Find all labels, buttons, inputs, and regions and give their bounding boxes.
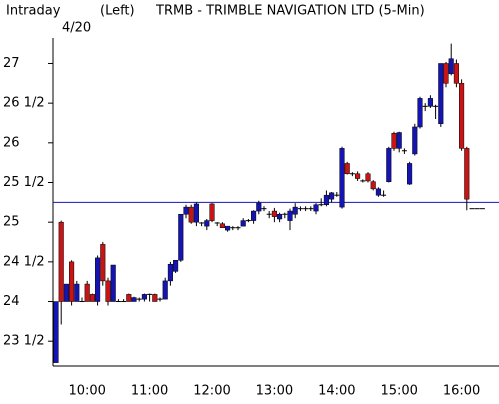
candle-body: [74, 283, 80, 302]
candle-body: [240, 220, 246, 227]
x-tick-label: 14:00: [318, 384, 355, 399]
chart-title: TRMB - TRIMBLE NAVIGATION LTD (5-Min): [155, 4, 425, 19]
candle-body: [339, 148, 345, 208]
x-tick-label: 12:00: [193, 384, 230, 399]
candle-body: [204, 220, 210, 227]
candle-body: [448, 58, 454, 75]
candle-body: [225, 225, 231, 231]
x-tick-label: 11:00: [131, 384, 168, 399]
candle-body: [141, 294, 147, 300]
candle-body: [89, 294, 95, 302]
candle-body: [84, 283, 90, 302]
candle-body: [464, 148, 470, 200]
candle-body: [443, 63, 449, 84]
x-tick-label: 10:00: [68, 384, 105, 399]
candle-body: [396, 132, 402, 149]
candle-body: [407, 163, 413, 185]
x-tick-label: 15:00: [380, 384, 417, 399]
candle-body: [427, 98, 433, 107]
candle-body: [271, 210, 277, 217]
candle-body: [209, 203, 215, 221]
candle-body: [178, 213, 184, 261]
candle-body: [386, 148, 392, 182]
candle-body: [323, 194, 329, 205]
candle-body: [412, 126, 418, 155]
candle-body: [453, 63, 459, 84]
candle-body: [152, 294, 158, 302]
y-tick-label: 25 1/2: [3, 175, 45, 190]
y-tick-label: 25: [3, 215, 20, 230]
candle-body: [277, 213, 283, 220]
candle-body: [391, 133, 397, 149]
candle-body: [162, 280, 168, 300]
candle-body: [69, 261, 75, 302]
candle-body: [417, 98, 423, 128]
y-tick-label: 23 1/2: [3, 334, 45, 349]
y-tick-label: 24: [3, 294, 20, 309]
candle-body: [355, 173, 361, 179]
annotation: 4/20: [62, 21, 91, 36]
candle-body: [167, 263, 173, 282]
candle-body: [63, 283, 69, 302]
candle-body: [344, 163, 350, 175]
candle-body: [365, 173, 371, 182]
x-tick-label: 13:00: [256, 384, 293, 399]
candle-body: [53, 301, 59, 363]
y-tick-label: 26 1/2: [3, 96, 45, 111]
candle-body: [95, 257, 101, 302]
y-tick-label: 24 1/2: [3, 254, 45, 269]
annotation: Intraday: [6, 4, 61, 19]
candle-body: [313, 204, 319, 212]
candle-body: [58, 221, 64, 302]
candle-body: [256, 202, 262, 212]
candle-body: [183, 206, 189, 215]
y-tick-label: 27: [3, 56, 20, 71]
candle-body: [438, 63, 444, 125]
candle-body: [100, 244, 106, 282]
x-tick-label: 16:00: [443, 384, 480, 399]
candle-body: [287, 210, 293, 221]
candle-body: [459, 83, 465, 149]
candle-body: [173, 260, 179, 272]
candle-body: [110, 264, 116, 302]
candle-body: [370, 181, 376, 190]
candle-body: [126, 294, 132, 302]
y-tick-label: 26: [3, 135, 20, 150]
candle-body: [251, 210, 257, 221]
candle-body: [131, 297, 137, 302]
candle-body: [375, 188, 381, 196]
annotation: (Left): [100, 4, 135, 19]
candle-body: [292, 206, 298, 215]
candle-body: [329, 192, 335, 200]
candle-body: [188, 206, 194, 223]
candle-body: [219, 223, 225, 228]
candle-body: [105, 280, 111, 302]
candle-body: [193, 203, 199, 223]
